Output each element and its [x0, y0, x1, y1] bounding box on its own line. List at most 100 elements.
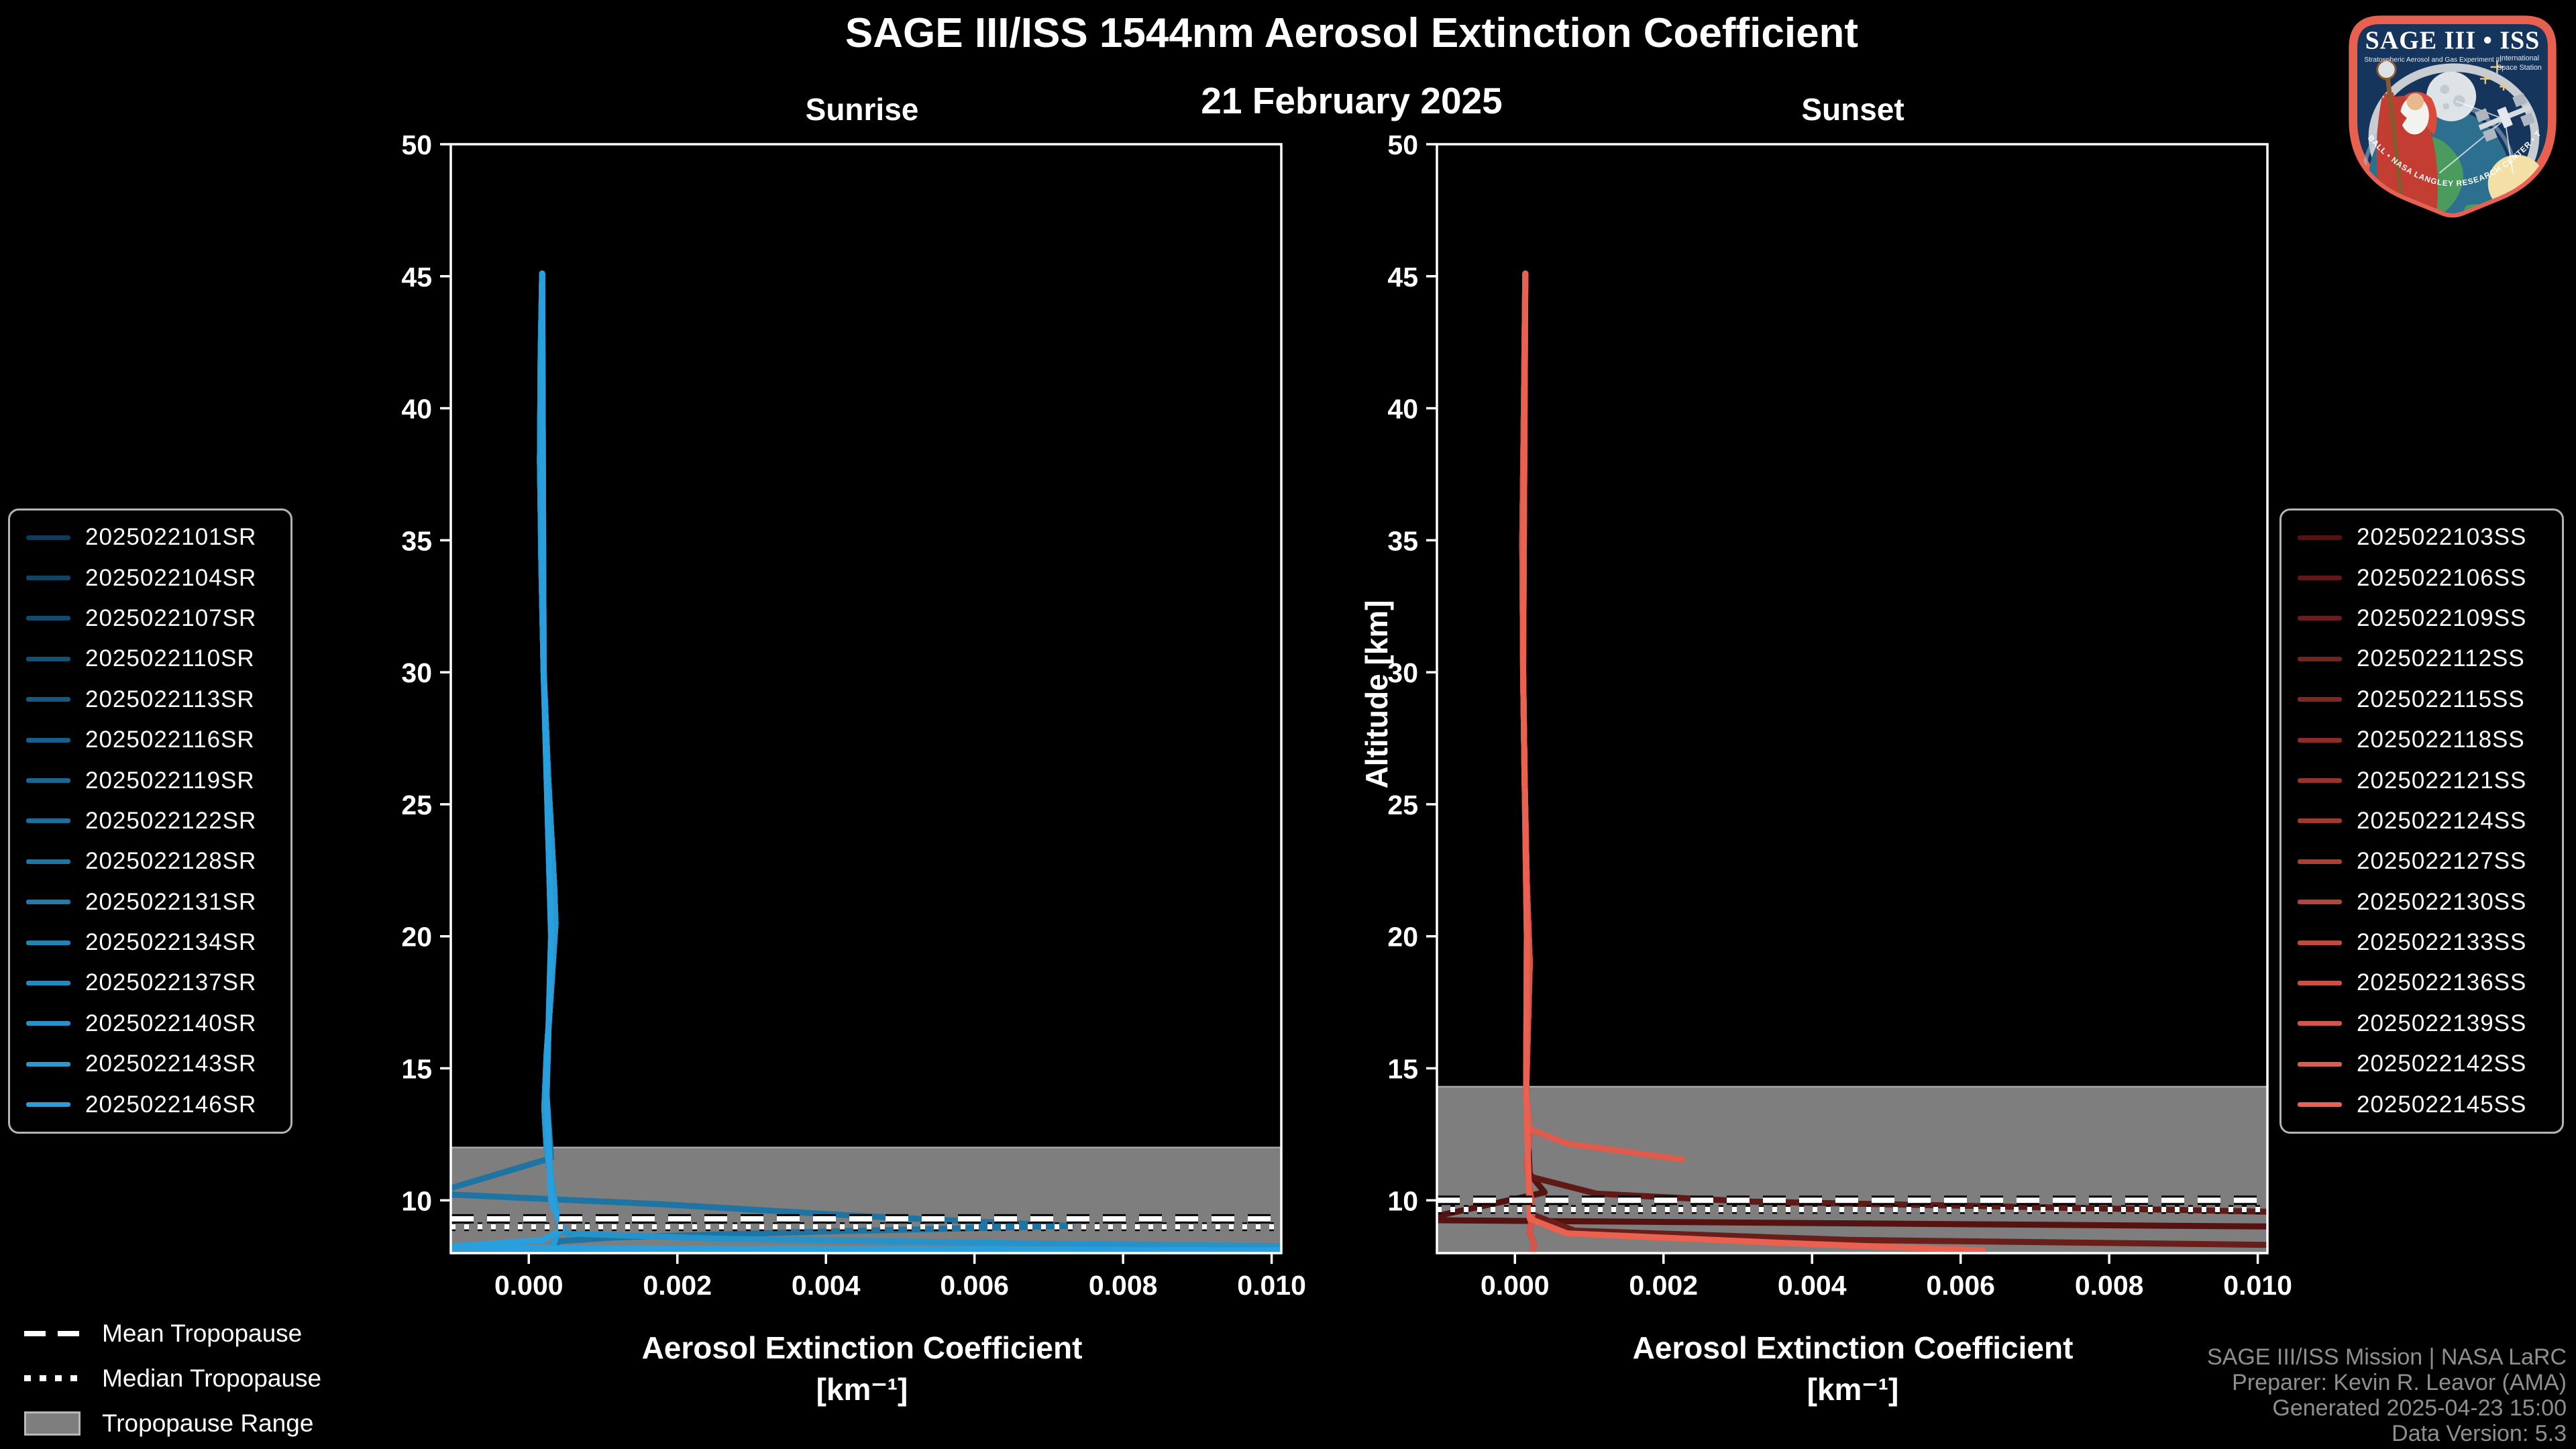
legend-line-swatch	[2298, 859, 2342, 864]
legend-item-2025022124SS: 2025022124SS	[2282, 808, 2562, 835]
attribution-preparer: Preparer: Kevin R. Leavor (AMA)	[2232, 1370, 2567, 1395]
legend-event-label: 2025022124SS	[2357, 807, 2527, 834]
legend-item-2025022106SS: 2025022106SS	[2282, 565, 2562, 592]
y-tick-label: 45	[1387, 262, 1418, 292]
legend-item-2025022115SS: 2025022115SS	[2282, 686, 2562, 713]
legend-item-2025022128SR: 2025022128SR	[10, 848, 290, 875]
legend-event-label: 2025022116SR	[85, 727, 255, 753]
legend-event-label: 2025022104SR	[85, 564, 257, 591]
y-tick-label: 50	[401, 129, 432, 160]
legend-line-swatch	[26, 1021, 70, 1026]
x-tick-label: 0.008	[1089, 1270, 1158, 1301]
x-tick-label: 0.000	[1481, 1270, 1550, 1301]
legend-event-label: 2025022128SR	[85, 848, 257, 875]
x-tick-label: 0.008	[2075, 1270, 2144, 1301]
tropopause-range-legend-item: Tropopause Range	[24, 1401, 321, 1446]
legend-item-2025022139SS: 2025022139SS	[2282, 1010, 2562, 1037]
legend-item-2025022118SS: 2025022118SS	[2282, 727, 2562, 753]
legend-event-label: 2025022106SS	[2357, 564, 2527, 591]
legend-item-2025022103SS: 2025022103SS	[2282, 524, 2562, 551]
patch-moon-crater	[2453, 95, 2465, 107]
patch-beams	[2438, 100, 2514, 174]
x-axis-label-sunset: Aerosol Extinction Coefficient [km⁻¹]	[1633, 1327, 2074, 1410]
legend-line-swatch	[26, 818, 70, 824]
legend-event-label: 2025022107SR	[85, 604, 257, 631]
legend-line-swatch	[26, 656, 70, 661]
legend-event-label: 2025022119SR	[85, 767, 255, 794]
legend-line-swatch	[26, 1102, 70, 1108]
legend-event-label: 2025022142SS	[2357, 1051, 2527, 1077]
median-tropopause-label: Median Tropopause	[102, 1364, 322, 1392]
legend-line-swatch	[26, 535, 70, 540]
legend-event-label: 2025022113SR	[85, 686, 255, 712]
y-tick-label: 25	[1387, 790, 1418, 820]
patch-stars	[2479, 60, 2508, 91]
legend-item-2025022112SS: 2025022112SS	[2282, 645, 2562, 672]
patch-subtitle-right-2: Space Station	[2497, 64, 2542, 72]
tropopause-range-label: Tropopause Range	[102, 1409, 314, 1437]
legend-line-swatch	[2298, 778, 2342, 784]
mission-patch-logo: BALL • NASA LANGLEY RESEARCH CENTER • TA…	[2349, 15, 2557, 218]
patch-subtitle-right-1: International	[2500, 54, 2539, 62]
legend-event-label: 2025022109SS	[2357, 604, 2527, 631]
legend-line-swatch	[26, 737, 70, 743]
legend-event-label: 2025022134SR	[85, 929, 257, 956]
profile-line-2025022146SR	[451, 270, 1281, 1253]
legend-item-2025022110SR: 2025022110SR	[10, 645, 290, 672]
legend-item-2025022133SS: 2025022133SS	[2282, 929, 2562, 956]
sunrise-event-legend: 2025022101SR 2025022104SR 2025022107SR 2025…	[8, 508, 292, 1134]
legend-item-2025022119SR: 2025022119SR	[10, 767, 290, 794]
legend-item-2025022145SS: 2025022145SS	[2282, 1091, 2562, 1118]
legend-item-2025022113SR: 2025022113SR	[10, 686, 290, 713]
legend-line-swatch	[26, 778, 70, 784]
legend-item-2025022109SS: 2025022109SS	[2282, 605, 2562, 632]
legend-line-swatch	[2298, 1102, 2342, 1108]
legend-line-swatch	[26, 940, 70, 945]
mean-tropopause-dash-swatch	[24, 1330, 80, 1336]
legend-item-2025022146SR: 2025022146SR	[10, 1091, 290, 1118]
y-tick-label: 10	[401, 1185, 432, 1216]
legend-line-swatch	[26, 576, 70, 581]
mean-tropopause-legend-item: Mean Tropopause	[24, 1311, 321, 1356]
patch-moon	[2426, 71, 2477, 121]
legend-line-swatch	[2298, 616, 2342, 621]
x-axis-label-sunrise: Aerosol Extinction Coefficient [km⁻¹]	[642, 1327, 1083, 1410]
legend-item-2025022136SS: 2025022136SS	[2282, 969, 2562, 996]
legend-line-swatch	[2298, 818, 2342, 824]
x-tick-label: 0.004	[1778, 1270, 1847, 1301]
legend-item-2025022131SR: 2025022131SR	[10, 889, 290, 916]
tropopause-range-swatch	[24, 1411, 80, 1436]
x-tick-label: 0.004	[792, 1270, 861, 1301]
sunrise-plot: 0.000 0.002 0.004 0.006 0.008 0.010 10 15 20 25 30…	[401, 129, 1306, 1301]
legend-line-swatch	[2298, 940, 2342, 945]
legend-event-label: 2025022133SS	[2357, 929, 2527, 956]
patch-title: SAGE III • ISS	[2365, 27, 2540, 55]
mean-tropopause-label: Mean Tropopause	[102, 1319, 303, 1347]
median-tropopause-legend-item: Median Tropopause	[24, 1356, 321, 1401]
profile-line-2025022103SS	[1437, 270, 2267, 1230]
y-axis-label-sunset: Altitude [km]	[1359, 600, 1394, 789]
legend-event-label: 2025022127SS	[2357, 848, 2527, 875]
x-tick-label: 0.006	[940, 1270, 1009, 1301]
y-tick-label: 20	[401, 922, 432, 953]
profile-line-2025022145SS	[1520, 270, 1986, 1253]
legend-line-swatch	[2298, 980, 2342, 985]
legend-line-swatch	[26, 697, 70, 702]
x-axis-label-units: [km⁻¹]	[816, 1372, 908, 1407]
legend-event-label: 2025022139SS	[2357, 1010, 2527, 1036]
y-tick-label: 40	[1387, 394, 1418, 425]
legend-item-2025022143SR: 2025022143SR	[10, 1051, 290, 1077]
legend-event-label: 2025022110SR	[85, 645, 255, 672]
x-axis-label-text: Aerosol Extinction Coefficient	[641, 1330, 1083, 1365]
panel-title-sunrise: Sunrise	[805, 92, 919, 127]
x-tick-label: 0.002	[643, 1270, 712, 1301]
y-tick-label: 35	[401, 525, 432, 556]
y-tick-label: 30	[401, 657, 432, 688]
legend-event-label: 2025022143SR	[85, 1051, 257, 1077]
legend-item-2025022122SR: 2025022122SR	[10, 808, 290, 835]
legend-line-swatch	[2298, 697, 2342, 702]
y-tick-label: 25	[401, 790, 432, 820]
legend-event-label: 2025022137SR	[85, 969, 257, 996]
sunset-event-legend: 2025022103SS 2025022106SS 2025022109SS 2025…	[2279, 508, 2564, 1134]
legend-event-label: 2025022136SS	[2357, 969, 2527, 996]
